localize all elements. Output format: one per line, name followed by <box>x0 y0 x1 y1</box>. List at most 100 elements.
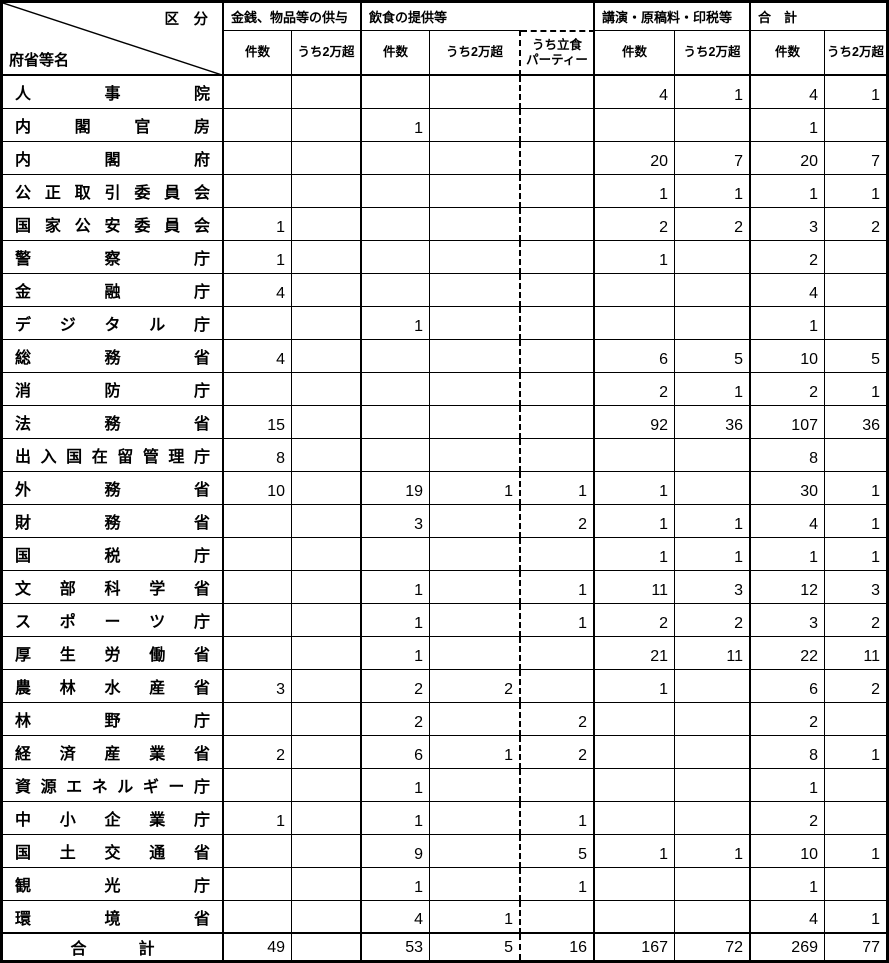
ministry-name-cell: 国税庁 <box>3 538 224 571</box>
value-cell: 6 <box>362 736 430 769</box>
value-cell: 3 <box>675 571 751 604</box>
value-cell <box>292 670 362 703</box>
value-cell <box>224 604 292 637</box>
value-cell: 22 <box>751 637 825 670</box>
value-cell <box>292 109 362 142</box>
value-cell <box>825 307 886 340</box>
value-cell: 4 <box>751 76 825 109</box>
value-cell: 5 <box>430 934 521 960</box>
ministry-name-cell: 人事院 <box>3 76 224 109</box>
value-cell: 4 <box>224 274 292 307</box>
value-cell: 8 <box>751 439 825 472</box>
standing-party-line1: うち立食 <box>531 38 582 52</box>
value-cell: 1 <box>430 472 521 505</box>
value-cell: 1 <box>595 241 675 274</box>
value-cell <box>292 736 362 769</box>
value-cell <box>595 802 675 835</box>
value-cell <box>362 373 430 406</box>
value-cell: 3 <box>825 571 886 604</box>
value-cell: 1 <box>675 538 751 571</box>
value-cell <box>430 142 521 175</box>
value-cell: 1 <box>430 901 521 934</box>
value-cell <box>224 373 292 406</box>
ministry-name-cell: 金融庁 <box>3 274 224 307</box>
value-cell <box>362 406 430 439</box>
value-cell: 92 <box>595 406 675 439</box>
value-cell <box>292 538 362 571</box>
value-cell: 6 <box>595 340 675 373</box>
value-cell: 2 <box>825 604 886 637</box>
value-cell: 2 <box>675 604 751 637</box>
value-cell: 15 <box>224 406 292 439</box>
value-cell <box>430 637 521 670</box>
standing-party-line2: パーティー <box>526 53 588 67</box>
value-cell: 1 <box>595 835 675 868</box>
value-cell <box>595 307 675 340</box>
value-cell <box>430 835 521 868</box>
value-cell: 1 <box>362 769 430 802</box>
ministry-name-cell: 警察庁 <box>3 241 224 274</box>
value-cell: 1 <box>825 835 886 868</box>
corner-ministry-label: 府省等名 <box>9 52 70 69</box>
corner-cell: 区 分 府省等名 <box>3 3 224 76</box>
value-cell: 1 <box>595 472 675 505</box>
value-cell <box>292 241 362 274</box>
value-cell <box>595 274 675 307</box>
value-cell <box>825 703 886 736</box>
subheader-lectures-over20k: うち2万超 <box>675 30 751 76</box>
value-cell: 1 <box>751 175 825 208</box>
value-cell: 1 <box>595 175 675 208</box>
value-cell <box>430 307 521 340</box>
value-cell: 1 <box>825 538 886 571</box>
value-cell <box>362 274 430 307</box>
value-cell: 2 <box>224 736 292 769</box>
value-cell <box>362 538 430 571</box>
group-header-money: 金銭、物品等の供与 <box>224 3 362 30</box>
diagonal-line <box>3 3 222 74</box>
value-cell <box>675 670 751 703</box>
value-cell <box>675 703 751 736</box>
value-cell <box>224 505 292 538</box>
value-cell: 4 <box>751 274 825 307</box>
value-cell <box>292 835 362 868</box>
value-cell <box>521 208 595 241</box>
value-cell: 2 <box>595 373 675 406</box>
value-cell: 72 <box>675 934 751 960</box>
ministry-name-cell: スポーツ庁 <box>3 604 224 637</box>
value-cell: 1 <box>224 802 292 835</box>
value-cell <box>224 142 292 175</box>
value-cell: 2 <box>751 703 825 736</box>
value-cell <box>825 241 886 274</box>
ministry-name-cell: 農林水産省 <box>3 670 224 703</box>
value-cell: 1 <box>362 571 430 604</box>
value-cell: 36 <box>675 406 751 439</box>
value-cell: 1 <box>224 241 292 274</box>
value-cell: 2 <box>362 670 430 703</box>
value-cell <box>430 76 521 109</box>
value-cell <box>292 208 362 241</box>
ministry-name-cell: 消防庁 <box>3 373 224 406</box>
value-cell <box>675 802 751 835</box>
value-cell <box>224 835 292 868</box>
ministry-name-cell: 経済産業省 <box>3 736 224 769</box>
ministry-name-cell: 国土交通省 <box>3 835 224 868</box>
value-cell <box>362 175 430 208</box>
ministry-name-cell: 公正取引委員会 <box>3 175 224 208</box>
value-cell <box>675 307 751 340</box>
value-cell <box>292 340 362 373</box>
group-header-total: 合 計 <box>758 10 798 25</box>
value-cell: 3 <box>751 208 825 241</box>
value-cell: 36 <box>825 406 886 439</box>
value-cell: 1 <box>224 208 292 241</box>
ministry-name-cell: 外務省 <box>3 472 224 505</box>
value-cell: 1 <box>675 835 751 868</box>
value-cell <box>595 439 675 472</box>
value-cell <box>362 208 430 241</box>
value-cell <box>430 175 521 208</box>
value-cell: 2 <box>595 604 675 637</box>
ministry-name-cell: 出入国在留管理庁 <box>3 439 224 472</box>
value-cell: 1 <box>362 109 430 142</box>
value-cell: 19 <box>362 472 430 505</box>
value-cell <box>292 802 362 835</box>
value-cell <box>521 340 595 373</box>
